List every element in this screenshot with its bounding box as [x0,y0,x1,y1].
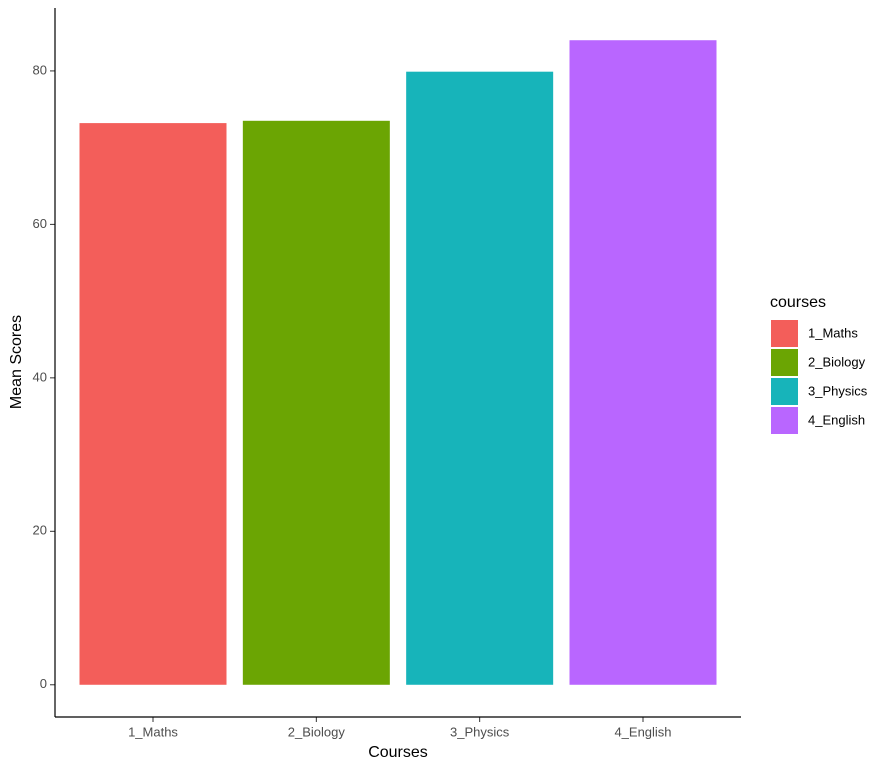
y-tick-label: 80 [33,62,47,77]
legend-key [771,320,798,347]
legend-title: courses [770,294,826,311]
y-tick-label: 0 [40,676,47,691]
bar [569,40,717,685]
x-axis-title: Courses [368,744,428,761]
y-tick-label: 20 [33,523,47,538]
y-tick-label: 40 [33,369,47,384]
legend-label: 2_Biology [808,354,866,369]
x-tick-label: 1_Maths [128,724,178,739]
x-tick-label: 4_English [614,724,671,739]
y-tick-label: 60 [33,216,47,231]
legend-key [771,378,798,405]
legend-label: 3_Physics [808,383,868,398]
legend-key [771,407,798,434]
x-tick-label: 2_Biology [288,724,346,739]
legend-key [771,349,798,376]
bar [79,123,227,685]
bar [406,71,554,685]
legend-label: 1_Maths [808,325,858,340]
bar [242,120,390,685]
y-axis-title: Mean Scores [8,315,25,409]
legend-label: 4_English [808,412,865,427]
x-tick-label: 3_Physics [450,724,510,739]
